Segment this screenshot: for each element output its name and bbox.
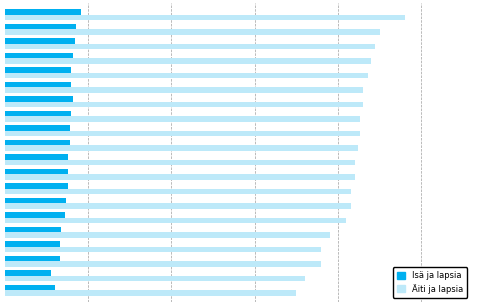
Bar xyxy=(5,183,68,188)
Legend: Isä ja lapsia, Äiti ja lapsia: Isä ja lapsia, Äiti ja lapsia xyxy=(392,267,466,298)
Bar xyxy=(5,23,76,29)
Bar xyxy=(5,111,72,116)
Bar xyxy=(5,96,73,102)
Bar xyxy=(5,276,304,282)
Bar xyxy=(5,290,296,296)
Bar xyxy=(5,82,72,87)
Bar xyxy=(5,189,351,194)
Bar xyxy=(5,218,346,223)
Bar xyxy=(5,247,321,252)
Bar xyxy=(5,131,359,136)
Bar xyxy=(5,285,55,290)
Bar xyxy=(5,116,359,122)
Bar xyxy=(5,29,379,35)
Bar xyxy=(5,125,70,131)
Bar xyxy=(5,44,374,49)
Bar xyxy=(5,232,329,238)
Bar xyxy=(5,270,51,276)
Bar xyxy=(5,160,354,165)
Bar xyxy=(5,168,68,174)
Bar xyxy=(5,67,72,73)
Bar xyxy=(5,73,367,78)
Bar xyxy=(5,256,60,261)
Bar xyxy=(5,87,362,93)
Bar xyxy=(5,174,354,180)
Bar xyxy=(5,154,68,160)
Bar xyxy=(5,140,70,145)
Bar xyxy=(5,102,362,107)
Bar xyxy=(5,227,61,232)
Bar xyxy=(5,212,65,217)
Bar xyxy=(5,145,357,151)
Bar xyxy=(5,53,73,58)
Bar xyxy=(5,197,66,203)
Bar xyxy=(5,15,404,20)
Bar xyxy=(5,38,75,43)
Bar xyxy=(5,261,321,267)
Bar xyxy=(5,9,81,14)
Bar xyxy=(5,241,60,247)
Bar xyxy=(5,203,351,209)
Bar xyxy=(5,58,371,64)
